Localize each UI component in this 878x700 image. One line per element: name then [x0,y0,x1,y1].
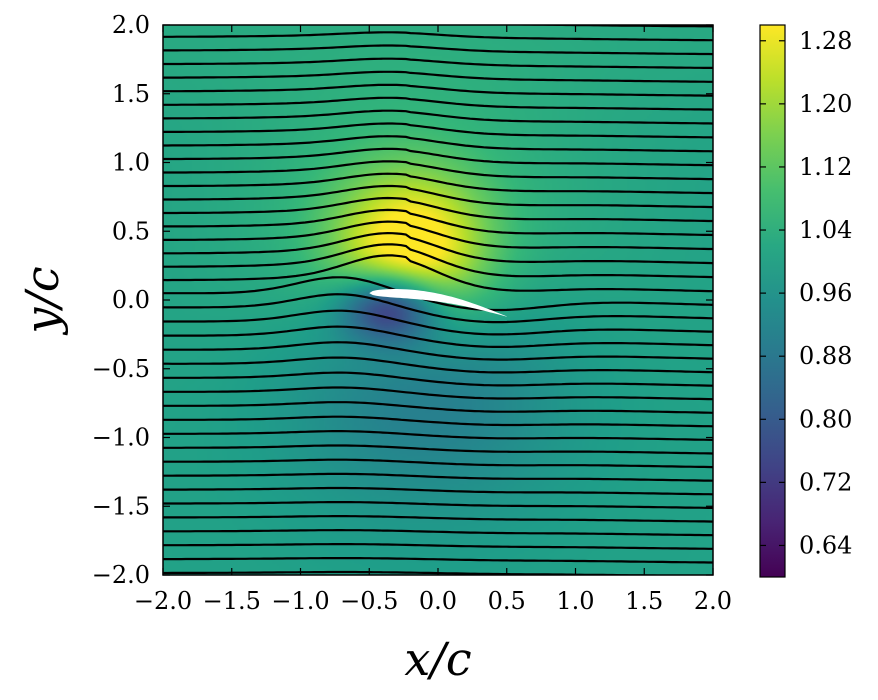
streamline [163,70,713,83]
y-tick-label: 2.0 [112,11,150,39]
streamline [163,208,713,237]
streamline [163,325,713,348]
y-tick-label: −0.5 [92,355,150,383]
streamline [163,543,713,550]
x-tick-label: −2.0 [134,587,192,615]
colorbar-tick-label: 0.88 [799,342,852,370]
colorbar-gradient [760,25,785,577]
streamline [163,184,713,209]
x-tick-label: 0.5 [488,587,526,615]
colorbar-tick-label: 1.12 [799,153,852,181]
streamline [163,529,713,537]
streamline [163,147,713,167]
streamline [163,557,713,564]
x-axis-ticks: −2.0 −1.5 −1.0 −0.5 0.0 0.5 1.0 1.5 2.0 [134,25,732,615]
streamline [163,31,713,42]
x-tick-label: −1.0 [271,587,329,615]
streamline [163,254,713,293]
streamline [163,458,713,469]
y-tick-label: 1.5 [112,80,150,108]
streamline [163,276,713,312]
streamline [163,309,713,336]
colorbar-ticks: 0.64 0.72 0.80 0.88 0.96 1.04 1.12 1.20 1.28 [760,27,852,559]
streamline [163,44,713,56]
streamline [163,220,713,251]
colorbar-tick-label: 1.04 [799,216,852,244]
streamline [163,371,713,387]
colorbar-tick-label: 1.20 [799,90,852,118]
streamline [163,515,713,523]
streamline [163,341,713,361]
colorbar-tick-label: 1.28 [799,27,852,55]
streamline [163,444,713,455]
streamline [163,57,713,69]
airfoil-shape [369,289,507,317]
y-tick-label: 0.0 [112,286,150,314]
y-axis-label: y/c [15,266,69,335]
streamline [163,386,713,401]
plot-area [162,24,714,576]
streamline [163,401,713,414]
colorbar-tick-label: 0.96 [799,279,852,307]
colorbar-tick-label: 0.72 [799,468,852,496]
streamline [163,415,713,428]
y-tick-label: 0.5 [112,217,150,245]
colorbar-frame [759,24,786,578]
streamline [163,430,713,441]
streamline [163,293,713,324]
y-tick-label: −1.5 [92,492,150,520]
streamline [163,472,713,482]
streamline [163,109,713,125]
streamline [163,83,713,97]
colorbar: 0.64 0.72 0.80 0.88 0.96 1.04 1.12 1.20 1.28 [759,24,852,578]
streamline [163,243,713,279]
streamline [163,501,713,509]
x-tick-label: −1.5 [203,587,261,615]
x-tick-label: 1.0 [556,587,594,615]
streamline [163,231,713,265]
streamline [163,356,713,374]
streamlines [163,25,713,575]
streamline [163,160,713,181]
colorbar-tick-label: 0.64 [799,531,852,559]
streamline [163,96,713,111]
x-axis-label: x/c [404,632,471,686]
x-tick-label: 0.0 [419,587,457,615]
x-tick-label: 2.0 [694,587,732,615]
streamline [163,486,713,496]
x-tick-label: 1.5 [625,587,663,615]
y-axis-ticks: −2.0 −1.5 −1.0 −0.5 0.0 0.5 1.0 1.5 2.0 [92,11,713,589]
x-tick-label: −0.5 [340,587,398,615]
y-tick-label: 1.0 [112,149,150,177]
streamline [163,172,713,195]
colorbar-tick-label: 0.80 [799,405,852,433]
y-tick-label: −2.0 [92,561,150,589]
streamline [163,135,713,153]
streamline [163,122,713,139]
y-tick-label: −1.0 [92,424,150,452]
streamline [163,196,713,223]
